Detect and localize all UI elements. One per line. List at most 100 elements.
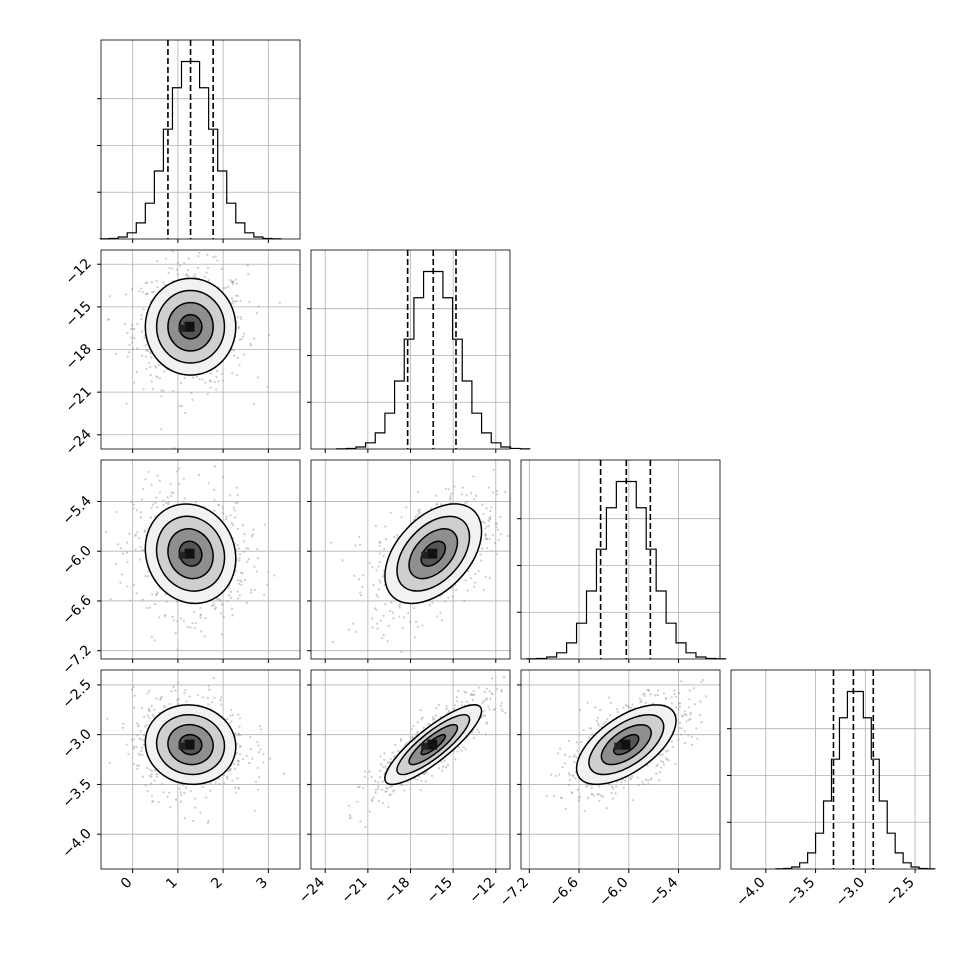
scatter-point xyxy=(174,689,177,692)
scatter-point xyxy=(146,349,149,352)
x-tick-label: −5.4 xyxy=(646,874,681,909)
scatter-point xyxy=(221,505,224,508)
scatter-point xyxy=(145,367,148,371)
scatter-point xyxy=(144,355,148,358)
scatter-point xyxy=(257,788,260,791)
scatter-point xyxy=(488,537,491,540)
scatter-point xyxy=(226,777,229,780)
scatter-point xyxy=(390,601,393,604)
scatter-point xyxy=(139,729,142,733)
scatter-point xyxy=(348,814,351,817)
scatter-point xyxy=(212,677,215,680)
scatter-point xyxy=(220,633,224,636)
scatter-point xyxy=(237,733,240,737)
scatter-point xyxy=(146,714,149,717)
scatter-point xyxy=(446,764,450,767)
scatter-point xyxy=(471,698,475,702)
scatter-point xyxy=(140,707,144,710)
scatter-point xyxy=(213,498,216,501)
scatter-point xyxy=(140,287,143,290)
y-tick-label: −6.6 xyxy=(59,592,94,627)
scatter-point xyxy=(177,467,181,470)
scatter-point xyxy=(636,776,639,779)
scatter-point xyxy=(580,741,583,744)
scatter-point xyxy=(155,506,159,509)
scatter-point xyxy=(348,817,352,820)
scatter-point xyxy=(422,772,425,775)
scatter-point xyxy=(141,598,144,601)
scatter-point xyxy=(419,708,422,712)
scatter-point xyxy=(512,517,514,519)
scatter-point xyxy=(221,511,224,514)
scatter-point xyxy=(469,492,473,495)
scatter-point xyxy=(441,769,444,772)
scatter-point xyxy=(678,702,682,705)
scatter-point xyxy=(667,759,670,762)
x-tick-label: −15 xyxy=(424,875,456,907)
scatter-point xyxy=(165,501,168,505)
scatter-point xyxy=(692,687,696,690)
scatter-point xyxy=(687,706,691,709)
scatter-point xyxy=(179,617,182,620)
x-tick-label: −12 xyxy=(466,875,498,907)
scatter-point xyxy=(382,614,385,618)
scatter-point xyxy=(231,523,235,526)
density-content xyxy=(329,468,514,654)
scatter-point xyxy=(678,726,681,730)
scatter-point xyxy=(158,377,162,380)
scatter-point xyxy=(432,718,436,721)
scatter-point xyxy=(145,606,149,609)
scatter-point xyxy=(590,727,593,730)
scatter-point xyxy=(486,537,489,541)
scatter-point xyxy=(418,508,421,511)
scatter-point xyxy=(483,710,486,713)
scatter-point xyxy=(238,717,242,720)
scatter-point xyxy=(248,762,251,765)
scatter-point xyxy=(231,372,234,375)
x-tick-label: 3 xyxy=(254,875,272,893)
scatter-point xyxy=(575,741,578,744)
scatter-point xyxy=(160,428,163,431)
scatter-point xyxy=(659,753,662,756)
scatter-point xyxy=(229,494,232,497)
scatter-point xyxy=(439,611,442,614)
density-peak xyxy=(421,551,429,559)
y-tick-label: −3.0 xyxy=(59,726,94,761)
scatter-point xyxy=(114,563,118,566)
scatter-point xyxy=(378,540,381,543)
scatter-point xyxy=(198,378,201,381)
scatter-point xyxy=(232,506,235,509)
scatter-point xyxy=(238,364,241,367)
scatter-point xyxy=(384,765,387,768)
scatter-point xyxy=(376,627,379,630)
scatter-point xyxy=(147,361,151,364)
scatter-point xyxy=(568,778,572,781)
scatter-point xyxy=(695,727,698,730)
scatter-point xyxy=(670,696,673,699)
contour-line xyxy=(144,503,237,605)
scatter-point xyxy=(148,768,152,771)
contour-line xyxy=(588,714,665,776)
scatter-point xyxy=(504,711,507,715)
panel-background xyxy=(521,460,720,659)
scatter-point xyxy=(399,739,403,742)
scatter-point xyxy=(658,770,661,774)
scatter-point xyxy=(489,509,492,513)
scatter-point xyxy=(495,493,499,496)
scatter-point xyxy=(574,777,577,780)
scatter-point xyxy=(119,581,122,584)
scatter-point xyxy=(642,693,645,696)
scatter-point xyxy=(155,375,158,378)
scatter-point xyxy=(175,600,178,603)
scatter-point xyxy=(370,775,373,779)
scatter-point xyxy=(445,705,448,708)
scatter-point xyxy=(170,494,173,498)
scatter-point xyxy=(377,565,380,568)
scatter-point xyxy=(646,764,649,767)
scatter-point xyxy=(233,762,236,766)
panel-frame xyxy=(520,459,721,660)
scatter-point xyxy=(430,774,434,777)
scatter-point xyxy=(257,744,260,747)
scatter-point xyxy=(147,470,150,474)
scatter-point xyxy=(188,695,191,698)
